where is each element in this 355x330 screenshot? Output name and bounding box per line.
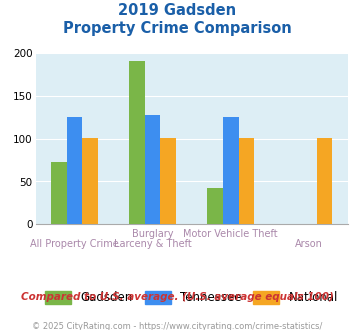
Text: All Property Crime: All Property Crime [30,239,119,249]
Text: © 2025 CityRating.com - https://www.cityrating.com/crime-statistics/: © 2025 CityRating.com - https://www.city… [32,322,323,330]
Bar [223,117,239,224]
Bar [67,117,82,224]
Text: Property Crime Comparison: Property Crime Comparison [63,21,292,36]
Bar [129,61,145,224]
Bar [207,188,223,224]
Text: Burglary: Burglary [132,229,173,239]
Bar [160,138,176,224]
Bar [51,162,67,224]
Bar [82,138,98,224]
Bar [317,138,332,224]
Text: Motor Vehicle Theft: Motor Vehicle Theft [184,229,278,239]
Text: 2019 Gadsden: 2019 Gadsden [119,3,236,18]
Legend: Gadsden, Tennessee, National: Gadsden, Tennessee, National [42,287,342,308]
Text: Larceny & Theft: Larceny & Theft [114,239,192,249]
Text: Arson: Arson [295,239,323,249]
Bar [239,138,254,224]
Text: Compared to U.S. average. (U.S. average equals 100): Compared to U.S. average. (U.S. average … [21,292,334,302]
Bar [145,115,160,224]
